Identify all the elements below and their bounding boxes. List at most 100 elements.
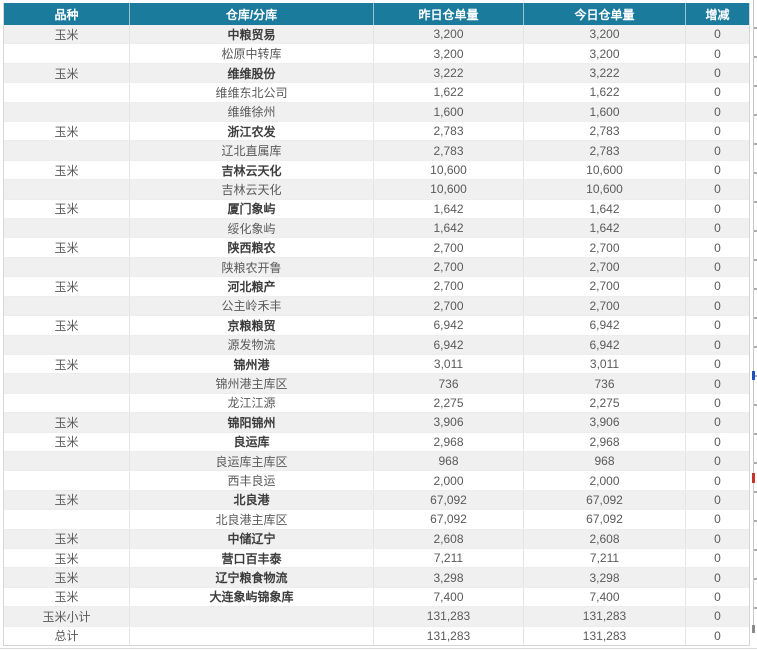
- column-header-today: 今日仓单量: [523, 3, 685, 25]
- cell-change: 0: [685, 122, 749, 141]
- cell-change: 0: [685, 180, 749, 199]
- cell-yesterday: 2,700: [373, 257, 523, 277]
- cell-change: 0: [685, 199, 749, 219]
- cell-yesterday: 67,092: [373, 510, 523, 529]
- cell-warehouse: 河北粮产: [129, 277, 373, 296]
- cell-change: 0: [685, 548, 749, 568]
- cell-yesterday: 3,200: [373, 44, 523, 63]
- cell-change: 0: [685, 354, 749, 374]
- cell-today: 131,283: [523, 607, 685, 626]
- cell-today: 10,600: [523, 160, 685, 180]
- cell-warehouse: 辽宁粮食物流: [129, 568, 373, 587]
- cell-today: 2,608: [523, 529, 685, 548]
- cell-change: 0: [685, 102, 749, 122]
- warehouse-receipt-table: 品种 仓库/分库 昨日仓单量 今日仓单量 增减 玉米 中粮贸易 3,200 3,…: [3, 3, 750, 646]
- cell-warehouse: 浙江农发: [129, 122, 373, 141]
- column-header-warehouse: 仓库/分库: [129, 3, 373, 25]
- cell-variety: [4, 394, 129, 412]
- cell-variety: [4, 180, 129, 198]
- cell-warehouse: 中粮贸易: [129, 25, 373, 44]
- cell-variety: [4, 297, 129, 315]
- cell-today: 10,600: [523, 180, 685, 199]
- cell-yesterday: 2,783: [373, 122, 523, 141]
- cell-yesterday: 67,092: [373, 490, 523, 510]
- cell-yesterday: 1,622: [373, 83, 523, 102]
- cell-variety: 玉米: [54, 571, 79, 586]
- cell-yesterday: 6,942: [373, 316, 523, 335]
- cell-today: 2,783: [523, 122, 685, 141]
- cutoff-dark-fragment: [752, 625, 755, 633]
- cell-change: 0: [685, 316, 749, 335]
- cell-variety: [4, 510, 129, 528]
- cell-variety: [4, 258, 129, 276]
- cell-today: 968: [523, 451, 685, 471]
- cell-today: 6,942: [523, 335, 685, 354]
- cutoff-blue-fragment: [752, 371, 755, 380]
- cell-change: 0: [685, 83, 749, 102]
- cell-today: 736: [523, 374, 685, 393]
- cell-warehouse: 锦州港主库区: [129, 374, 373, 393]
- cell-variety: 玉米: [54, 532, 79, 547]
- cell-variety: [4, 471, 129, 489]
- column-header-yesterday: 昨日仓单量: [373, 3, 523, 25]
- cell-change: 0: [685, 471, 749, 490]
- cell-change: 0: [685, 63, 749, 83]
- subtotal-row: 玉米小计 131,283 131,283 0: [4, 607, 749, 627]
- table-row: 玉米 营口百丰泰 7,211 7,211 0: [4, 548, 749, 569]
- cell-yesterday: 6,942: [373, 335, 523, 354]
- cell-yesterday: 2,700: [373, 277, 523, 296]
- cell-today: 2,968: [523, 432, 685, 451]
- cell-today: 7,211: [523, 548, 685, 568]
- cell-warehouse: 松原中转库: [129, 44, 373, 63]
- cell-yesterday: 7,211: [373, 548, 523, 568]
- cell-warehouse: 源发物流: [129, 335, 373, 354]
- table-row: 玉米 陕西粮农 2,700 2,700 0: [4, 238, 749, 258]
- cell-warehouse: 龙江江源: [129, 393, 373, 413]
- cell-warehouse: 西丰良运: [129, 471, 373, 490]
- table-row: 陕粮农开鲁 2,700 2,700 0: [4, 257, 749, 278]
- cell-warehouse: 锦阳锦州: [129, 413, 373, 432]
- table-row: 玉米 锦州港 3,011 3,011 0: [4, 354, 749, 375]
- cell-variety: 玉米: [54, 241, 79, 256]
- cell-warehouse: [129, 607, 373, 626]
- cell-warehouse: 维维股份: [129, 63, 373, 83]
- cell-change: 0: [685, 141, 749, 160]
- cell-variety: [4, 141, 129, 159]
- cell-variety: 玉米: [54, 27, 79, 42]
- cell-warehouse: 锦州港: [129, 354, 373, 374]
- cell-yesterday: 968: [373, 451, 523, 471]
- cell-variety: 玉米: [54, 551, 79, 566]
- cell-yesterday: 2,608: [373, 529, 523, 548]
- cell-today: 3,906: [523, 413, 685, 432]
- cell-change: 0: [685, 490, 749, 510]
- cell-variety: 玉米小计: [42, 609, 91, 624]
- cell-warehouse: 维维徐州: [129, 102, 373, 122]
- cell-variety: [4, 336, 129, 354]
- cell-yesterday: 2,783: [373, 141, 523, 160]
- cell-warehouse: [129, 626, 373, 645]
- cell-change: 0: [685, 607, 749, 626]
- table-row: 玉米 维维股份 3,222 3,222 0: [4, 63, 749, 84]
- cell-today: 7,400: [523, 587, 685, 607]
- cell-yesterday: 1,642: [373, 199, 523, 219]
- cell-yesterday: 3,200: [373, 25, 523, 44]
- table-body: 玉米 中粮贸易 3,200 3,200 0 松原中转库 3,200 3,200 …: [4, 25, 749, 645]
- cell-variety: 总计: [54, 629, 79, 644]
- column-header-change: 增减: [685, 3, 749, 25]
- cell-change: 0: [685, 451, 749, 471]
- column-header-variety: 品种: [54, 7, 79, 22]
- cell-change: 0: [685, 568, 749, 587]
- table-row: 源发物流 6,942 6,942 0: [4, 335, 749, 355]
- cell-yesterday: 10,600: [373, 160, 523, 180]
- cell-variety: 玉米: [54, 435, 79, 450]
- cell-warehouse: 维维东北公司: [129, 83, 373, 102]
- cell-change: 0: [685, 238, 749, 257]
- cell-today: 6,942: [523, 316, 685, 335]
- cell-variety: 玉米: [54, 202, 79, 217]
- cell-warehouse: 吉林云天化: [129, 180, 373, 199]
- total-row: 总计 131,283 131,283 0: [4, 626, 749, 645]
- table-row: 玉米 良运库 2,968 2,968 0: [4, 432, 749, 452]
- cell-yesterday: 2,275: [373, 393, 523, 413]
- table-row: 玉米 辽宁粮食物流 3,298 3,298 0: [4, 568, 749, 588]
